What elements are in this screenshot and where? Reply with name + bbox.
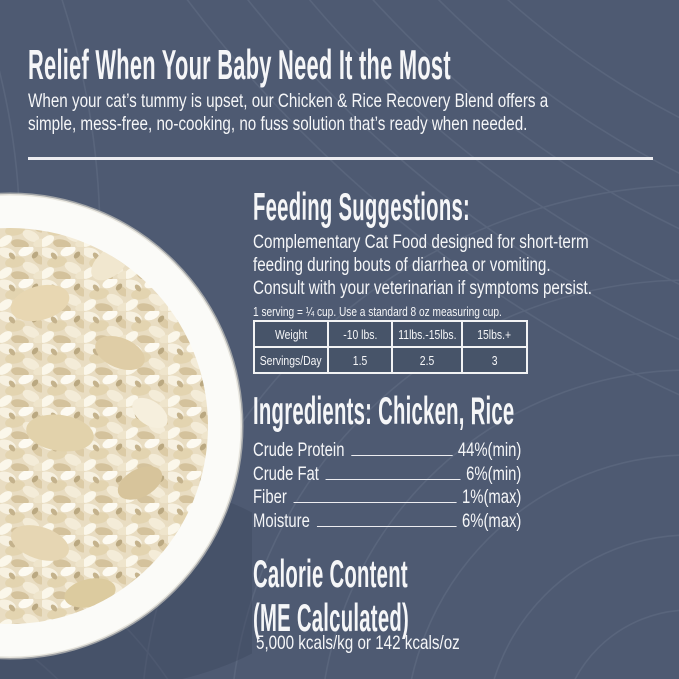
leader-line	[325, 478, 461, 480]
table-cell-servings-11to15: 2.5	[393, 348, 461, 372]
page-title-text: Relief When Your Baby Need It the Most	[28, 41, 451, 88]
calorie-heading-line-2: (ME Calculated)	[253, 597, 410, 640]
table-cell-servings-15plus: 3	[463, 348, 526, 372]
calorie-value: 5,000 kcals/kg or 142 kcals/oz	[256, 632, 460, 654]
feeding-body-line-2: feeding during bouts of diarrhea or vomi…	[253, 254, 551, 276]
subtitle-line-2: simple, mess-free, no-cooking, no fuss s…	[28, 113, 528, 135]
feeding-body-line-3: Consult with your veterinarian if sympto…	[253, 277, 592, 299]
serving-note: 1 serving = ¼ cup. Use a standard 8 oz m…	[253, 304, 502, 319]
leader-line	[316, 525, 457, 527]
feeding-suggestions-heading: Feeding Suggestions:	[253, 186, 471, 229]
table-cell-servings-under10: 1.5	[329, 348, 391, 372]
calorie-content-heading: Calorie Content (ME Calculated)	[253, 555, 553, 643]
feeding-table: Weight -10 lbs. 11lbs.-15lbs. 15lbs.+ Se…	[253, 320, 528, 374]
chicken-rice-bowl-photo	[0, 183, 310, 679]
leader-line	[293, 502, 457, 503]
header-subtitle: When your cat’s tummy is upset, our Chic…	[28, 90, 679, 136]
leader-line	[351, 455, 453, 456]
analysis-row-crude-protein: Crude Protein 44%(min)	[253, 440, 522, 461]
analysis-row-fiber: Fiber 1%(max)	[253, 487, 522, 508]
page-title: Relief When Your Baby Need It the Most	[28, 44, 679, 86]
feeding-suggestions-body: Complementary Cat Food designed for shor…	[253, 231, 679, 300]
calorie-heading-line-1: Calorie Content	[253, 553, 408, 596]
table-cell-weight-11to15: 11lbs.-15lbs.	[393, 322, 461, 346]
table-cell-weight-15plus: 15lbs.+	[463, 322, 526, 346]
analysis-row-moisture: Moisture 6%(max)	[253, 510, 522, 532]
table-cell-weight-under10: -10 lbs.	[329, 322, 391, 346]
ingredients-heading: Ingredients: Chicken, Rice	[253, 390, 515, 433]
guaranteed-analysis-list: Crude Protein 44%(min) Crude Fat 6%(min)…	[253, 440, 521, 534]
feeding-body-line-1: Complementary Cat Food designed for shor…	[253, 231, 589, 253]
table-cell-servings-header: Servings/Day	[255, 348, 327, 372]
horizontal-divider	[28, 157, 653, 160]
subtitle-line-1: When your cat’s tummy is upset, our Chic…	[28, 90, 549, 112]
table-cell-weight-header: Weight	[255, 322, 327, 346]
analysis-row-crude-fat: Crude Fat 6%(min)	[253, 463, 522, 485]
